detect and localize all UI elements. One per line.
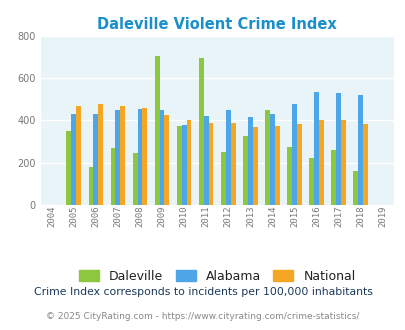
Bar (252, 127, 257, 205)
Bar (159, 110, 164, 205)
Bar (247, 117, 252, 205)
Bar (176, 126, 181, 205)
Bar (313, 92, 318, 205)
Bar (76, 106, 81, 205)
Text: © 2025 CityRating.com - https://www.cityrating.com/crime-statistics/: © 2025 CityRating.com - https://www.city… (46, 312, 359, 321)
Bar (296, 124, 301, 205)
Bar (71, 114, 76, 205)
Bar (120, 106, 125, 205)
Bar (335, 93, 340, 205)
Bar (181, 125, 186, 205)
Bar (208, 122, 213, 205)
Bar (318, 120, 323, 205)
Bar (164, 115, 169, 205)
Bar (220, 152, 225, 205)
Bar (309, 158, 313, 205)
Bar (225, 110, 230, 205)
Bar (93, 114, 98, 205)
Bar (357, 95, 362, 205)
Bar (186, 120, 191, 205)
Bar (352, 171, 357, 205)
Bar (340, 120, 345, 205)
Text: Crime Index corresponds to incidents per 100,000 inhabitants: Crime Index corresponds to incidents per… (34, 287, 371, 297)
Bar (269, 114, 274, 205)
Bar (291, 104, 296, 205)
Bar (203, 116, 208, 205)
Bar (274, 126, 279, 205)
Bar (264, 110, 269, 205)
Bar (154, 56, 159, 205)
Bar (132, 153, 137, 205)
Bar (330, 150, 335, 205)
Bar (198, 58, 203, 205)
Bar (115, 110, 120, 205)
Bar (230, 122, 235, 205)
Bar (137, 109, 142, 205)
Bar (362, 124, 367, 205)
Bar (286, 147, 291, 205)
Bar (110, 148, 115, 205)
Legend: Daleville, Alabama, National: Daleville, Alabama, National (74, 265, 360, 288)
Bar (142, 108, 147, 205)
Bar (98, 104, 103, 205)
Bar (243, 136, 247, 205)
Bar (88, 167, 93, 205)
Title: Daleville Violent Crime Index: Daleville Violent Crime Index (97, 17, 336, 32)
Bar (66, 131, 71, 205)
